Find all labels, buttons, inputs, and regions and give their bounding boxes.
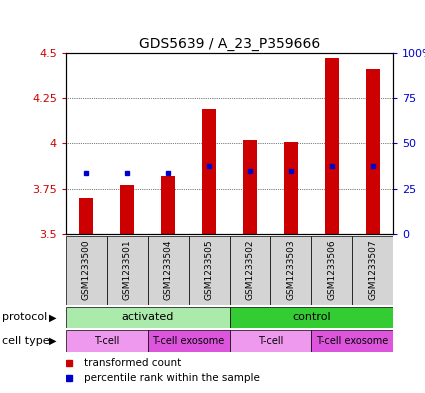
Text: GSM1233506: GSM1233506 [327,240,336,301]
Bar [148,236,189,305]
Title: GDS5639 / A_23_P359666: GDS5639 / A_23_P359666 [139,37,320,51]
Text: GSM1233501: GSM1233501 [123,240,132,301]
Text: protocol: protocol [2,312,47,322]
Bar [366,69,380,234]
Text: ▶: ▶ [49,312,57,322]
Bar [230,236,270,305]
Bar [202,109,216,234]
Bar [352,236,393,305]
Text: GSM1233503: GSM1233503 [286,240,295,301]
Text: control: control [292,312,331,322]
Bar [311,236,352,305]
Text: ▶: ▶ [49,336,57,346]
Text: cell type: cell type [2,336,50,346]
Text: T-cell exosome: T-cell exosome [316,336,388,346]
Bar [243,140,257,234]
Text: GSM1233502: GSM1233502 [246,240,255,300]
Text: T-cell exosome: T-cell exosome [153,336,225,346]
Bar [66,236,107,305]
Bar [230,330,311,352]
Bar [66,307,230,328]
Bar [230,307,393,328]
Text: T-cell: T-cell [94,336,119,346]
Text: activated: activated [122,312,174,322]
Bar [148,330,230,352]
Text: GSM1233500: GSM1233500 [82,240,91,301]
Text: GSM1233507: GSM1233507 [368,240,377,301]
Bar [325,59,339,234]
Bar [66,330,148,352]
Bar [311,330,393,352]
Bar [120,185,134,234]
Text: transformed count: transformed count [84,358,181,367]
Bar [270,236,311,305]
Bar [284,141,298,234]
Text: GSM1233505: GSM1233505 [204,240,213,301]
Bar [79,198,94,234]
Bar [189,236,230,305]
Bar [161,176,175,234]
Bar [107,236,148,305]
Text: GSM1233504: GSM1233504 [164,240,173,300]
Text: T-cell: T-cell [258,336,283,346]
Text: percentile rank within the sample: percentile rank within the sample [84,373,260,384]
